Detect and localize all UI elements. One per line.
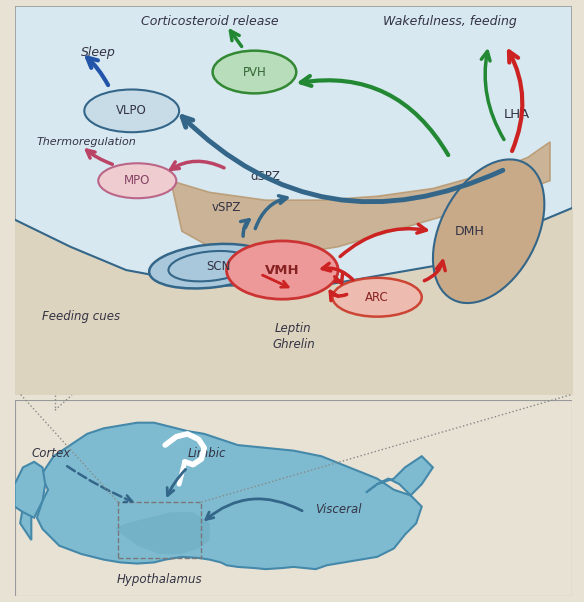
Ellipse shape: [227, 241, 338, 299]
Text: ARC: ARC: [365, 291, 389, 304]
Text: Corticosteroid release: Corticosteroid release: [141, 15, 279, 28]
Ellipse shape: [98, 163, 176, 198]
Polygon shape: [115, 512, 210, 554]
Text: VMH: VMH: [265, 264, 300, 276]
Text: Visceral: Visceral: [315, 503, 361, 516]
Text: MPO: MPO: [124, 174, 151, 187]
Polygon shape: [20, 423, 433, 569]
Ellipse shape: [433, 160, 544, 303]
FancyBboxPatch shape: [15, 400, 572, 596]
Ellipse shape: [84, 90, 179, 132]
Text: Limbic: Limbic: [188, 447, 226, 460]
FancyBboxPatch shape: [15, 6, 572, 394]
Text: Sleep: Sleep: [81, 46, 116, 59]
Ellipse shape: [149, 244, 270, 288]
Text: DMH: DMH: [454, 225, 484, 238]
Ellipse shape: [213, 51, 296, 93]
Text: Leptin
Ghrelin: Leptin Ghrelin: [272, 321, 315, 350]
Text: vSPZ: vSPZ: [212, 202, 241, 214]
Text: VLPO: VLPO: [116, 104, 147, 117]
Bar: [118, 502, 201, 558]
Text: PVH: PVH: [242, 66, 266, 78]
Text: Wakefulness, feeding: Wakefulness, feeding: [383, 15, 516, 28]
Text: SCN: SCN: [206, 259, 230, 273]
Ellipse shape: [332, 278, 422, 317]
Polygon shape: [15, 462, 46, 518]
Text: Thermoregulation: Thermoregulation: [37, 137, 137, 147]
Text: Feeding cues: Feeding cues: [43, 310, 121, 323]
Ellipse shape: [168, 251, 251, 281]
Text: Hypothalamus: Hypothalamus: [117, 573, 203, 586]
Text: LHA: LHA: [503, 108, 530, 121]
Polygon shape: [171, 142, 550, 258]
Text: dSPZ: dSPZ: [251, 170, 280, 184]
Text: Cortex: Cortex: [31, 447, 71, 460]
